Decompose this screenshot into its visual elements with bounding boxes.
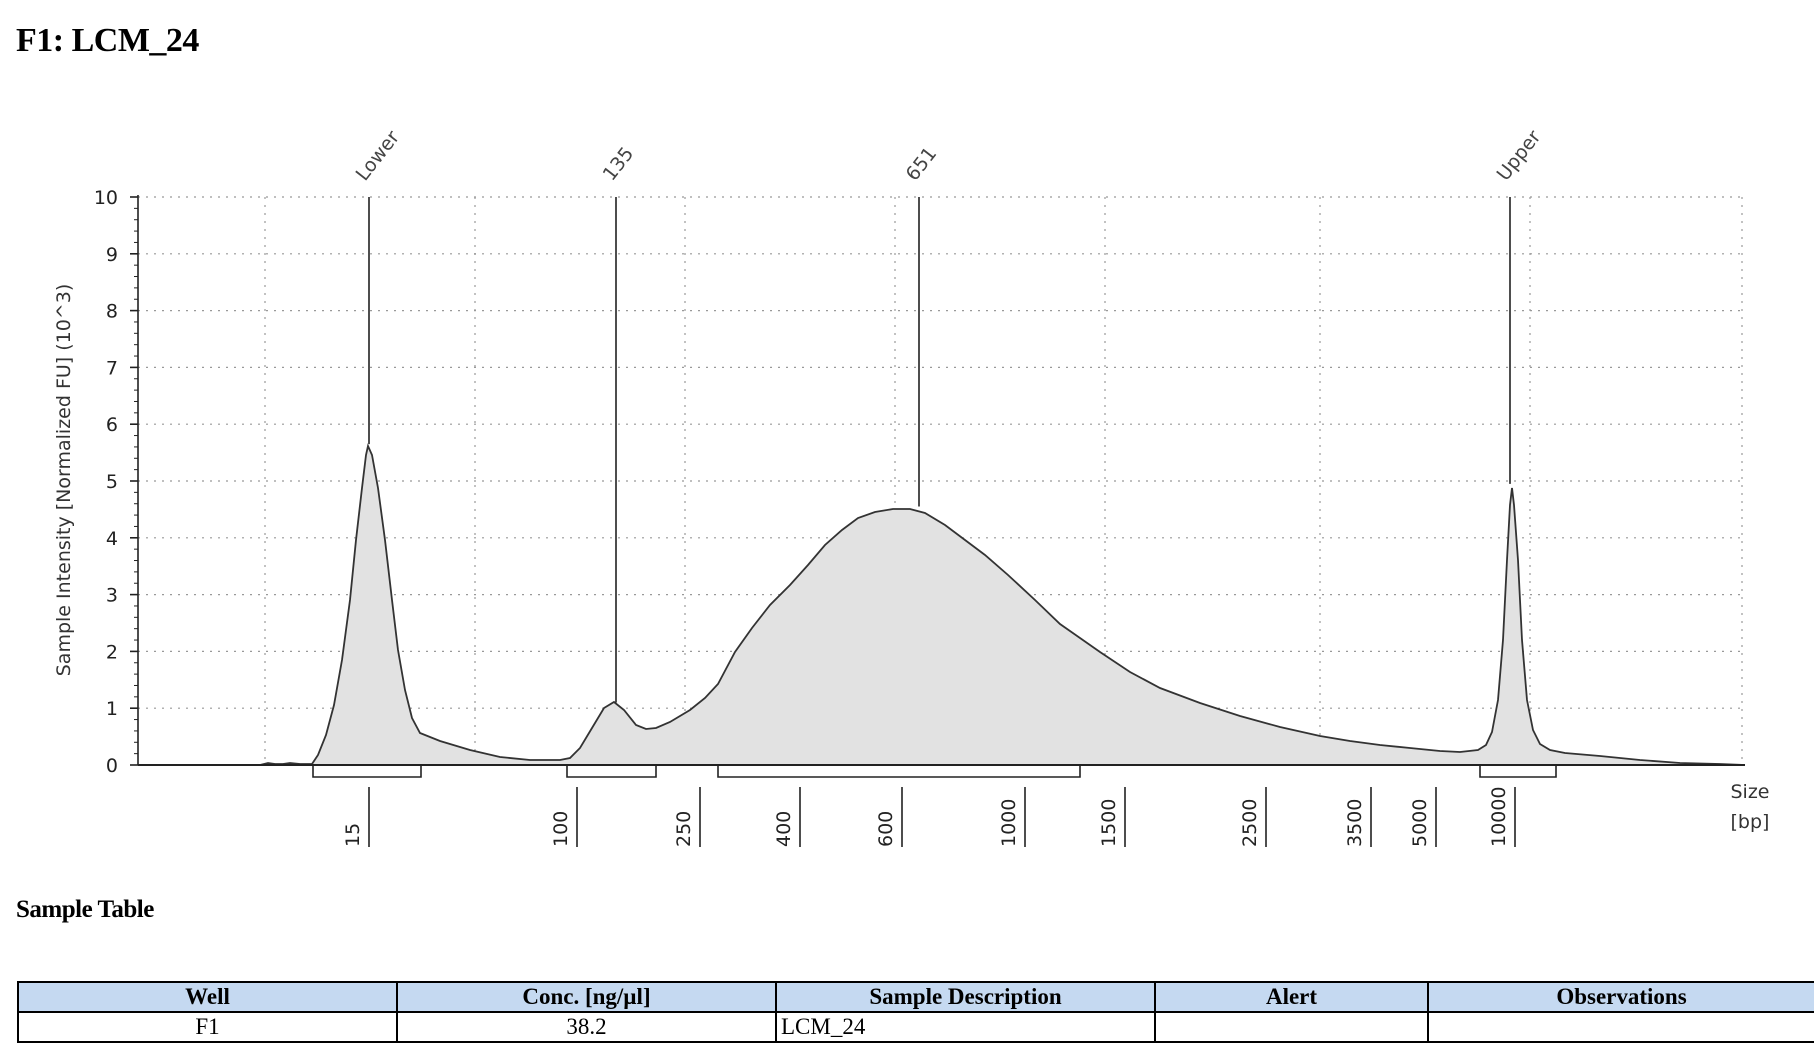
y-axis-label: Sample Intensity [Normalized FU] (10^3): [53, 284, 75, 677]
column-header-description: Sample Description: [775, 981, 1156, 1013]
page-title: F1: LCM_24: [16, 22, 199, 59]
y-tick-label: 5: [106, 471, 118, 493]
sample-table-header-row: Well Conc. [ng/µl] Sample Description Al…: [17, 981, 1814, 1013]
x-tick-label: 10000: [1488, 787, 1510, 847]
y-tick-label: 4: [106, 528, 118, 550]
column-header-well: Well: [17, 981, 398, 1013]
y-ticks: 0 1 2 3 4 5 6 7 8 9 10: [94, 187, 138, 777]
peak-label: 135: [599, 143, 639, 185]
y-tick-label: 9: [106, 244, 118, 266]
x-axis-unit: [bp]: [1731, 811, 1770, 833]
trace-area: [138, 446, 1745, 765]
column-header-conc: Conc. [ng/µl]: [396, 981, 777, 1013]
y-tick-label: 8: [106, 301, 118, 323]
region-bracket: [312, 765, 422, 778]
y-tick-label: 7: [106, 357, 118, 379]
x-tick-label: 5000: [1409, 799, 1431, 847]
peak-label: Lower: [352, 127, 404, 186]
x-tick-label: 1000: [998, 799, 1020, 847]
sample-table: Well Conc. [ng/µl] Sample Description Al…: [17, 981, 1814, 1043]
region-bracket: [717, 765, 1081, 778]
cell-conc: 38.2: [396, 1011, 777, 1043]
y-tick-label: 0: [106, 755, 118, 777]
cell-observations: [1427, 1011, 1814, 1043]
x-tick-label: 250: [673, 811, 695, 847]
column-header-alert: Alert: [1154, 981, 1429, 1013]
peak-label: Upper: [1493, 126, 1546, 185]
x-axis-label: Size: [1730, 781, 1769, 803]
y-tick-label: 6: [106, 414, 118, 436]
trace-line: [138, 443, 1746, 766]
y-tick-label: 10: [94, 187, 118, 209]
x-tick-label: 100: [550, 811, 572, 847]
y-tick-label: 2: [106, 641, 118, 663]
x-tick-label: 600: [875, 811, 897, 847]
cell-alert: [1154, 1011, 1429, 1043]
x-tick-label: 400: [773, 811, 795, 847]
x-tick-label: 2500: [1239, 799, 1261, 847]
x-ticks: 15 100 250 400 600 1000 1500 2500 3500 5000 10000: [342, 787, 1516, 847]
electropherogram-chart: 0 1 2 3 4 5 6 7 8 9 10 15 100 250 400 600 1000 1500 2500 3…: [53, 126, 1770, 847]
region-bracket: [1479, 765, 1557, 778]
trace: [138, 443, 1746, 766]
y-tick-label: 1: [106, 698, 118, 720]
region-bracket: [566, 765, 657, 778]
x-tick-label: 3500: [1344, 799, 1366, 847]
column-header-observations: Observations: [1427, 981, 1814, 1013]
y-tick-label: 3: [106, 585, 118, 607]
x-tick-label: 1500: [1098, 799, 1120, 847]
peak-label: 651: [902, 143, 942, 185]
chart-axes: [137, 195, 1745, 766]
sample-table-heading: Sample Table: [16, 896, 154, 923]
cell-well: F1: [17, 1011, 398, 1043]
table-row: F1 38.2 LCM_24: [17, 1011, 1814, 1043]
cell-description: LCM_24: [775, 1011, 1156, 1043]
x-tick-label: 15: [342, 823, 364, 847]
